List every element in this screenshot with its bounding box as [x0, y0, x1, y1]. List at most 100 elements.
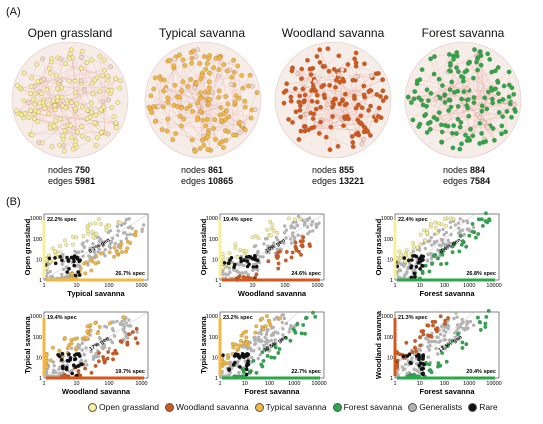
- generalist-point: [465, 322, 469, 327]
- network-node: [314, 54, 320, 59]
- generalist-point: [444, 242, 449, 246]
- network-node: [101, 57, 107, 63]
- generalist-point: [284, 236, 288, 240]
- network-node: [368, 88, 374, 94]
- network-node: [457, 146, 463, 152]
- x-specialist-point: [433, 252, 438, 257]
- network-edge: [474, 49, 484, 143]
- network-edge: [433, 117, 462, 144]
- network-node: [333, 96, 338, 102]
- network-edge: [31, 64, 38, 79]
- y-specialist-point: [93, 321, 98, 326]
- network-node: [216, 88, 222, 94]
- generalist-point: [398, 268, 403, 273]
- generalist-point: [115, 319, 119, 324]
- network-edge: [480, 52, 483, 106]
- network-node: [313, 121, 319, 127]
- rare-point: [65, 270, 69, 274]
- network-node: [463, 132, 468, 138]
- x-tick-label: 100: [104, 381, 113, 387]
- y-specialist-point: [265, 227, 270, 232]
- network-node: [325, 46, 331, 52]
- network-node: [180, 79, 186, 85]
- network-node: [368, 133, 373, 138]
- network-node: [115, 100, 121, 105]
- x-specialist-point: [484, 211, 488, 216]
- network-node: [490, 126, 496, 131]
- x-specialist-point: [459, 242, 464, 247]
- y-specialist-point: [418, 242, 423, 247]
- x-axis-specialist-band: [397, 278, 495, 282]
- network-node: [79, 124, 85, 129]
- network-node: [289, 68, 295, 74]
- y-specialist-point: [424, 231, 429, 236]
- rare-point: [64, 367, 69, 372]
- network-node: [117, 85, 123, 91]
- network-node: [449, 79, 455, 85]
- network-node: [69, 100, 74, 105]
- generalist-point: [453, 335, 457, 339]
- network-node: [219, 139, 225, 144]
- x-spec-label: 26.7% spec: [115, 271, 145, 277]
- network-node: [93, 112, 99, 118]
- generalist-point: [456, 221, 461, 225]
- rare-point: [72, 263, 76, 268]
- x-tick-label: 100: [440, 283, 449, 289]
- network-node: [229, 74, 235, 80]
- network-node: [333, 84, 338, 90]
- network-node: [204, 61, 210, 66]
- y-axis-label: Typical savanna: [199, 315, 208, 373]
- x-axis-label: Forest savanna: [419, 289, 475, 298]
- generalist-point: [109, 240, 113, 245]
- y-specialist-point: [287, 216, 291, 221]
- generalist-point: [452, 316, 456, 321]
- network-node: [368, 103, 373, 109]
- x-specialist-point: [127, 332, 131, 337]
- x-specialist-point: [294, 248, 299, 253]
- network-node: [97, 89, 103, 95]
- network-node: [152, 119, 158, 124]
- network-node: [339, 67, 345, 73]
- network-edge: [311, 127, 368, 131]
- network-edge: [186, 87, 244, 109]
- generalist-point: [461, 233, 466, 237]
- y-specialist-point: [85, 229, 90, 233]
- generalist-point: [116, 229, 120, 233]
- network-edge: [320, 76, 339, 120]
- network-title-1: Open grassland: [27, 26, 113, 40]
- x-specialist-point: [439, 262, 443, 267]
- network-node: [485, 125, 491, 131]
- generalist-point: [111, 236, 115, 240]
- generalist-point: [80, 242, 85, 246]
- diagonal-line: [43, 213, 149, 281]
- generalist-point: [226, 272, 230, 277]
- network-node: [226, 114, 231, 120]
- network-node: [74, 101, 80, 107]
- network-node: [193, 54, 199, 59]
- network-node: [90, 91, 96, 97]
- generalist-point: [244, 270, 248, 274]
- network-node: [250, 83, 255, 89]
- network-node: [313, 88, 318, 94]
- network-node: [425, 121, 431, 126]
- network-node: [345, 62, 351, 67]
- network-node: [496, 91, 501, 96]
- y-specialist-point: [244, 335, 249, 340]
- generalist-point: [436, 352, 440, 356]
- generalist-point: [442, 334, 446, 338]
- rare-point: [247, 254, 251, 259]
- network-edge: [99, 56, 105, 133]
- y-specialist-point: [107, 223, 112, 228]
- network-node: [433, 95, 439, 101]
- y-axis-label: Open grassland: [374, 218, 383, 275]
- legend-swatch: [165, 402, 175, 412]
- x-specialist-point: [272, 355, 277, 360]
- y-specialist-point: [403, 252, 408, 257]
- y-specialist-point: [433, 225, 438, 230]
- network-node: [73, 90, 78, 96]
- x-specialist-point: [266, 259, 271, 264]
- generalist-point: [455, 315, 459, 319]
- network-node: [151, 104, 157, 109]
- network-node: [182, 63, 188, 68]
- y-specialist-point: [399, 253, 403, 258]
